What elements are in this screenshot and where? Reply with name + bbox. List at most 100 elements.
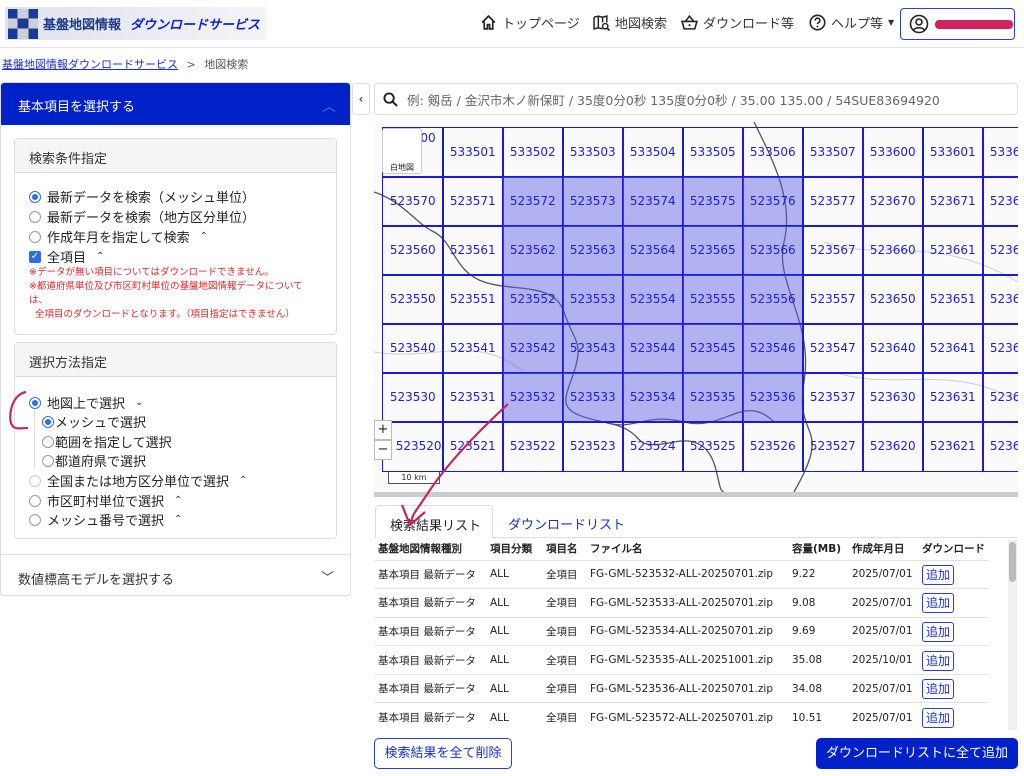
mesh-cell[interactable]: 523642 xyxy=(982,323,1018,374)
mesh-cell[interactable]: 523631 xyxy=(922,372,984,423)
mesh-cell[interactable]: 523660 xyxy=(862,225,924,276)
mesh-cell[interactable]: 533506 xyxy=(742,127,804,178)
mesh-cell[interactable]: 533505 xyxy=(682,127,744,178)
basic-items-accordion-header[interactable]: 基本項目を選択する ︿ xyxy=(1,83,350,125)
breadcrumb-home-link[interactable]: 基盤地図情報ダウンロードサービス xyxy=(2,58,178,71)
user-menu-button[interactable] xyxy=(900,8,1015,40)
mesh-cell[interactable]: 523630 xyxy=(862,372,924,423)
mesh-cell[interactable]: 533503 xyxy=(562,127,624,178)
radio-select-national[interactable]: 全国または地方区分単位で選択 ⌃ xyxy=(29,471,247,490)
mesh-cell[interactable]: 523565 xyxy=(682,225,744,276)
tab-download-list[interactable]: ダウンロードリスト xyxy=(508,518,626,533)
mesh-cell[interactable]: 523670 xyxy=(862,176,924,227)
add-to-list-button[interactable]: 追加 xyxy=(922,708,955,729)
nav-download[interactable]: ダウンロード等 xyxy=(681,13,794,32)
mesh-cell[interactable]: 533600 xyxy=(862,127,924,178)
add-to-list-button[interactable]: 追加 xyxy=(922,679,955,700)
mesh-cell[interactable]: 523661 xyxy=(922,225,984,276)
add-to-list-button[interactable]: 追加 xyxy=(922,564,955,585)
mesh-cell[interactable]: 523526 xyxy=(742,421,804,472)
mesh-cell[interactable]: 523671 xyxy=(922,176,984,227)
mesh-cell[interactable]: 523557 xyxy=(802,274,864,325)
mesh-cell[interactable]: 523542 xyxy=(502,323,564,374)
mesh-cell[interactable]: 523651 xyxy=(922,274,984,325)
add-to-list-button[interactable]: 追加 xyxy=(922,621,955,642)
add-to-list-button[interactable]: 追加 xyxy=(922,593,955,614)
mesh-cell[interactable]: 523562 xyxy=(502,225,564,276)
logo[interactable]: 基盤地図情報 ダウンロードサービス xyxy=(5,7,267,40)
mesh-cell[interactable]: 523574 xyxy=(622,176,684,227)
table-scrollbar[interactable] xyxy=(1008,540,1017,730)
mesh-cell[interactable]: 523534 xyxy=(622,372,684,423)
mesh-cell[interactable]: 523620 xyxy=(862,421,924,472)
clear-all-results-button[interactable]: 検索結果を全て削除 xyxy=(374,738,512,769)
radio-select-range[interactable]: 範囲を指定して選択 xyxy=(42,432,172,451)
mesh-cell[interactable]: 523662 xyxy=(982,225,1018,276)
mesh-cell[interactable]: 523552 xyxy=(502,274,564,325)
radio-select-municipality[interactable]: 市区町村単位で選択 ⌃ xyxy=(29,491,182,510)
mesh-cell[interactable]: 523543 xyxy=(562,323,624,374)
mesh-cell[interactable]: 523650 xyxy=(862,274,924,325)
mesh-cell[interactable]: 523566 xyxy=(742,225,804,276)
mesh-cell[interactable]: 523567 xyxy=(802,225,864,276)
mesh-cell[interactable]: 523576 xyxy=(742,176,804,227)
mesh-cell[interactable]: 533601 xyxy=(922,127,984,178)
mesh-cell[interactable]: 523564 xyxy=(622,225,684,276)
mesh-cell[interactable]: 523536 xyxy=(742,372,804,423)
mesh-cell[interactable]: 523570 xyxy=(382,176,444,227)
mesh-cell[interactable]: 523563 xyxy=(562,225,624,276)
mesh-cell[interactable]: 523571 xyxy=(442,176,504,227)
nav-help[interactable]: ヘルプ等 ▼ xyxy=(809,13,894,32)
radio-latest-mesh[interactable]: 最新データを検索（メッシュ単位） xyxy=(29,187,255,206)
mesh-cell[interactable]: 533507 xyxy=(802,127,864,178)
mesh-cell[interactable]: 523572 xyxy=(502,176,564,227)
mesh-cell[interactable]: 523524 xyxy=(622,421,684,472)
mesh-cell[interactable]: 523522 xyxy=(502,421,564,472)
mesh-cell[interactable]: 523533 xyxy=(562,372,624,423)
mesh-cell[interactable]: 533501 xyxy=(442,127,504,178)
mesh-cell[interactable]: 523525 xyxy=(682,421,744,472)
mesh-cell[interactable]: 533504 xyxy=(622,127,684,178)
mesh-cell[interactable]: 523550 xyxy=(382,274,444,325)
mesh-cell[interactable]: 533502 xyxy=(502,127,564,178)
mesh-cell[interactable]: 523530 xyxy=(382,372,444,423)
collapse-panel-button[interactable]: ‹ xyxy=(352,83,370,115)
map-resize-handle[interactable] xyxy=(374,492,1018,497)
mesh-map[interactable]: 5335005335015335025335035335045335055335… xyxy=(374,122,1018,492)
nav-top-page[interactable]: トップページ xyxy=(480,13,580,32)
mesh-cell[interactable]: 523560 xyxy=(382,225,444,276)
mesh-cell[interactable]: 523544 xyxy=(622,323,684,374)
zoom-out-button[interactable]: − xyxy=(374,440,392,460)
radio-latest-region[interactable]: 最新データを検索（地方区分単位） xyxy=(29,207,255,226)
dem-accordion-header[interactable]: 数値標高モデルを選択する ﹀ xyxy=(1,554,350,596)
mesh-cell[interactable]: 523521 xyxy=(442,421,504,472)
place-search-input[interactable]: 例: 剱岳 / 金沢市木ノ新保町 / 35度0分0秒 135度0分0秒 / 35… xyxy=(374,83,1018,115)
mesh-cell[interactable]: 523555 xyxy=(682,274,744,325)
mesh-cell[interactable]: 523640 xyxy=(862,323,924,374)
nav-map-search[interactable]: 地図検索 xyxy=(593,13,667,32)
mesh-cell[interactable]: 523556 xyxy=(742,274,804,325)
add-all-to-download-list-button[interactable]: ダウンロードリストに全て追加 xyxy=(816,738,1018,769)
mesh-cell[interactable]: 523554 xyxy=(622,274,684,325)
zoom-in-button[interactable]: + xyxy=(374,420,392,440)
mesh-cell[interactable]: 523672 xyxy=(982,176,1018,227)
mesh-cell[interactable]: 523545 xyxy=(682,323,744,374)
mesh-cell[interactable]: 523577 xyxy=(802,176,864,227)
mesh-cell[interactable]: 523532 xyxy=(502,372,564,423)
mesh-cell[interactable]: 523540 xyxy=(382,323,444,374)
mesh-cell[interactable]: 533602 xyxy=(982,127,1018,178)
mesh-cell[interactable]: 523537 xyxy=(802,372,864,423)
mesh-cell[interactable]: 523553 xyxy=(562,274,624,325)
mesh-cell[interactable]: 523523 xyxy=(562,421,624,472)
mesh-cell[interactable]: 523546 xyxy=(742,323,804,374)
add-to-list-button[interactable]: 追加 xyxy=(922,650,955,671)
radio-select-mesh-number[interactable]: メッシュ番号で選択 ⌃ xyxy=(29,510,182,529)
tab-search-results[interactable]: 検索結果リスト xyxy=(375,505,493,538)
mesh-cell[interactable]: 523531 xyxy=(442,372,504,423)
mesh-cell[interactable]: 523527 xyxy=(802,421,864,472)
mesh-cell[interactable]: 523575 xyxy=(682,176,744,227)
mesh-cell[interactable]: 523541 xyxy=(442,323,504,374)
mesh-cell[interactable]: 523632 xyxy=(982,372,1018,423)
mesh-cell[interactable]: 523621 xyxy=(922,421,984,472)
